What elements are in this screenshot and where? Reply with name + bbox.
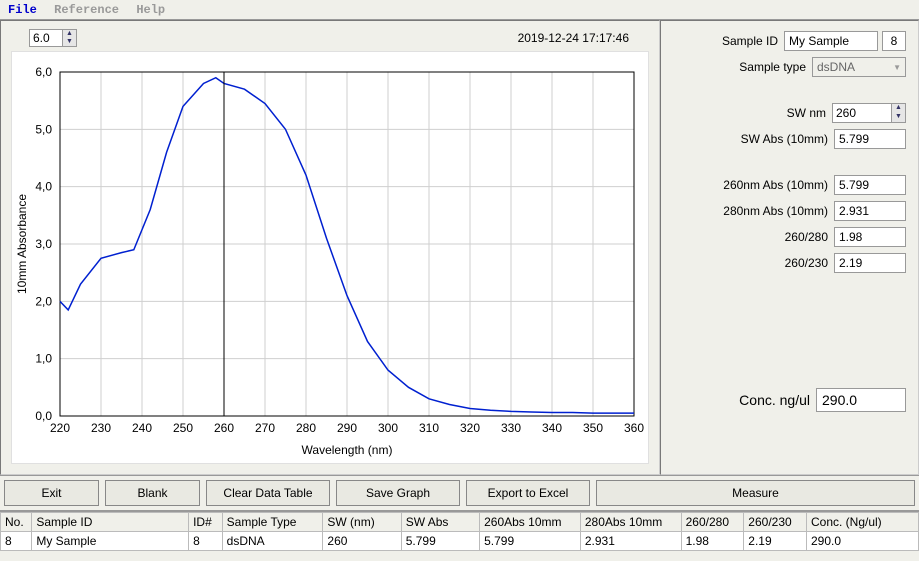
- table-cell: 8: [189, 532, 223, 551]
- spinner-up-icon[interactable]: ▲: [892, 104, 905, 113]
- menu-bar: File Reference Help: [0, 0, 919, 20]
- menu-help[interactable]: Help: [136, 3, 165, 17]
- table-header: 260/230: [744, 513, 807, 532]
- svg-text:260: 260: [214, 421, 234, 435]
- clear-data-button[interactable]: Clear Data Table: [206, 480, 330, 506]
- ymax-input[interactable]: [30, 30, 62, 46]
- chart-area: 220 230 240 250 260 270 280 290 300 310 320 330 340 3…: [11, 51, 649, 464]
- svg-text:0,0: 0,0: [35, 409, 52, 423]
- side-panel: Sample ID Sample type dsDNA ▼ SW nm ▲ ▼ …: [660, 20, 919, 475]
- svg-text:2,0: 2,0: [35, 294, 52, 308]
- ymax-spinner[interactable]: ▲ ▼: [29, 29, 77, 47]
- blank-button[interactable]: Blank: [105, 480, 200, 506]
- table-header: 280Abs 10mm: [580, 513, 681, 532]
- table-header: 260/280: [681, 513, 744, 532]
- data-table: No.Sample IDID#Sample TypeSW (nm)SW Abs2…: [0, 512, 919, 551]
- svg-text:340: 340: [542, 421, 562, 435]
- svg-text:360: 360: [624, 421, 644, 435]
- table-header: SW Abs: [401, 513, 479, 532]
- conc-label: Conc. ng/ul: [739, 392, 810, 408]
- svg-text:Wavelength (nm): Wavelength (nm): [302, 443, 393, 457]
- table-row[interactable]: 8My Sample8dsDNA2605.7995.7992.9311.982.…: [1, 532, 919, 551]
- sample-type-value: dsDNA: [817, 60, 855, 74]
- svg-text:330: 330: [501, 421, 521, 435]
- svg-text:10mm Absorbance: 10mm Absorbance: [15, 194, 29, 294]
- table-cell: 8: [1, 532, 32, 551]
- svg-text:3,0: 3,0: [35, 237, 52, 251]
- spinner-up-icon[interactable]: ▲: [63, 30, 76, 38]
- sw-nm-label: SW nm: [787, 106, 826, 120]
- svg-text:270: 270: [255, 421, 275, 435]
- table-cell: 260: [323, 532, 401, 551]
- spinner-down-icon[interactable]: ▼: [63, 38, 76, 46]
- svg-text:250: 250: [173, 421, 193, 435]
- r260-280-label: 260/280: [785, 230, 828, 244]
- sample-id-label: Sample ID: [722, 34, 778, 48]
- svg-text:300: 300: [378, 421, 398, 435]
- table-cell: 5.799: [401, 532, 479, 551]
- svg-text:5,0: 5,0: [35, 122, 52, 136]
- svg-text:4,0: 4,0: [35, 180, 52, 194]
- table-header: ID#: [189, 513, 223, 532]
- chart-panel: ▲ ▼ 2019-12-24 17:17:46 8层-50ul洗脱 220230…: [0, 20, 660, 475]
- table-header: SW (nm): [323, 513, 401, 532]
- table-cell: 1.98: [681, 532, 744, 551]
- svg-text:230: 230: [91, 421, 111, 435]
- timestamp: 2019-12-24 17:17:46: [518, 31, 629, 45]
- svg-text:240: 240: [132, 421, 152, 435]
- a280-field[interactable]: [834, 201, 906, 221]
- sample-id-input[interactable]: [784, 31, 878, 51]
- sw-nm-spinner[interactable]: ▲ ▼: [832, 103, 906, 123]
- sample-type-select[interactable]: dsDNA ▼: [812, 57, 906, 77]
- menu-reference[interactable]: Reference: [54, 3, 119, 17]
- table-cell: My Sample: [32, 532, 189, 551]
- svg-text:350: 350: [583, 421, 603, 435]
- button-row: Exit Blank Clear Data Table Save Graph E…: [0, 475, 919, 511]
- export-excel-button[interactable]: Export to Excel: [466, 480, 590, 506]
- sample-no-input[interactable]: [882, 31, 906, 51]
- table-header: No.: [1, 513, 32, 532]
- table-cell: 5.799: [480, 532, 581, 551]
- svg-text:280: 280: [296, 421, 316, 435]
- table-cell: 2.931: [580, 532, 681, 551]
- sw-abs-label: SW Abs (10mm): [741, 132, 828, 146]
- r260-280-field[interactable]: [834, 227, 906, 247]
- absorbance-chart: 220 230 240 250 260 270 280 290 300 310 320 330 340 3…: [12, 52, 648, 462]
- svg-text:320: 320: [460, 421, 480, 435]
- table-header: Conc. (Ng/ul): [806, 513, 918, 532]
- a260-field[interactable]: [834, 175, 906, 195]
- table-header: 260Abs 10mm: [480, 513, 581, 532]
- chevron-down-icon: ▼: [893, 63, 901, 72]
- svg-text:1,0: 1,0: [35, 352, 52, 366]
- table-header: Sample Type: [222, 513, 323, 532]
- a280-label: 280nm Abs (10mm): [723, 204, 828, 218]
- svg-text:220: 220: [50, 421, 70, 435]
- r260-230-label: 260/230: [785, 256, 828, 270]
- data-table-wrap: No.Sample IDID#Sample TypeSW (nm)SW Abs2…: [0, 511, 919, 551]
- svg-text:290: 290: [337, 421, 357, 435]
- sw-nm-input[interactable]: [833, 104, 891, 122]
- sw-abs-field[interactable]: [834, 129, 906, 149]
- table-cell: 2.19: [744, 532, 807, 551]
- svg-text:6,0: 6,0: [35, 65, 52, 79]
- a260-label: 260nm Abs (10mm): [723, 178, 828, 192]
- r260-230-field[interactable]: [834, 253, 906, 273]
- spinner-down-icon[interactable]: ▼: [892, 113, 905, 122]
- table-cell: dsDNA: [222, 532, 323, 551]
- sample-type-label: Sample type: [739, 60, 806, 74]
- measure-button[interactable]: Measure: [596, 480, 915, 506]
- menu-file[interactable]: File: [8, 3, 37, 17]
- conc-field[interactable]: [816, 388, 906, 412]
- exit-button[interactable]: Exit: [4, 480, 99, 506]
- table-header: Sample ID: [32, 513, 189, 532]
- svg-text:310: 310: [419, 421, 439, 435]
- save-graph-button[interactable]: Save Graph: [336, 480, 460, 506]
- table-cell: 290.0: [806, 532, 918, 551]
